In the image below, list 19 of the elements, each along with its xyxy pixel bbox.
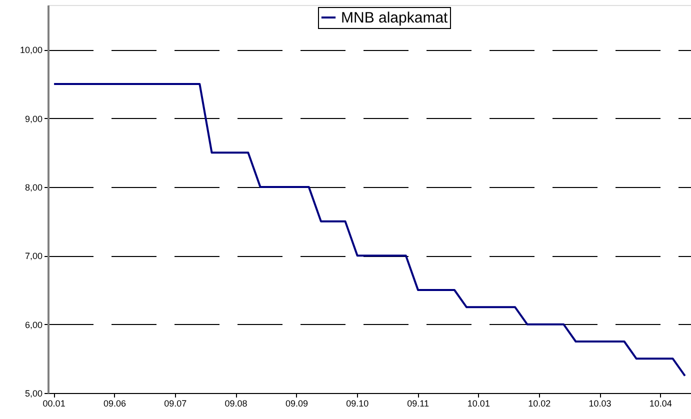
legend-label: MNB alapkamat (341, 10, 449, 26)
x-tick-label: 09.08 (224, 398, 248, 408)
x-tick-label: 09.10 (346, 398, 369, 408)
y-tick-label: 6,00 (24, 320, 42, 330)
line-series (53, 82, 686, 377)
x-tick-label: 09.06 (103, 398, 126, 408)
x-tick-label: 09.11 (407, 398, 429, 408)
y-tick-label: 5,00 (24, 388, 42, 398)
y-tick-label: 10,00 (20, 45, 42, 56)
y-tick-label: 7,00 (24, 251, 42, 262)
x-tick-label: 10.01 (467, 398, 490, 408)
x-tick-label: 00.01 (42, 398, 66, 408)
x-tick-label: 10.02 (528, 398, 551, 408)
y-tick-label: 8,00 (24, 182, 42, 192)
y-tick-label: 9,00 (24, 114, 42, 124)
x-tick-label: 09.09 (285, 398, 308, 408)
x-tick-label: 10.04 (649, 398, 672, 408)
x-tick-label: 10.03 (588, 398, 612, 408)
x-tick-label: 09.07 (164, 398, 187, 408)
